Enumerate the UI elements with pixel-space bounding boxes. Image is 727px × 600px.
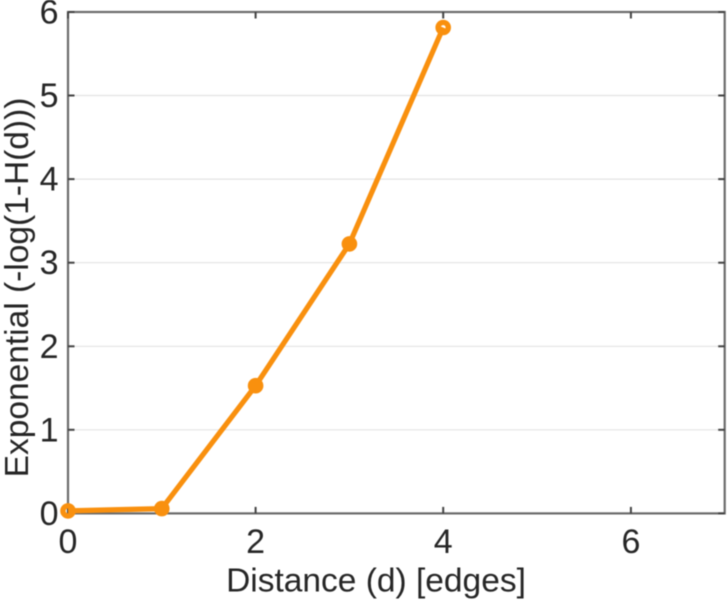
svg-text:0: 0 — [59, 523, 78, 561]
svg-text:2: 2 — [246, 523, 265, 561]
svg-text:2: 2 — [40, 328, 59, 366]
svg-text:0: 0 — [40, 495, 59, 533]
svg-text:4: 4 — [40, 161, 59, 199]
svg-text:4: 4 — [434, 523, 453, 561]
svg-text:6: 6 — [621, 523, 640, 561]
svg-text:1: 1 — [40, 411, 59, 449]
svg-text:6: 6 — [40, 0, 59, 32]
svg-text:5: 5 — [40, 77, 59, 115]
svg-text:3: 3 — [40, 244, 59, 282]
svg-text:Exponential (-log(1-H(d))): Exponential (-log(1-H(d))) — [0, 98, 36, 478]
svg-text:Distance (d) [edges]: Distance (d) [edges] — [226, 563, 526, 600]
